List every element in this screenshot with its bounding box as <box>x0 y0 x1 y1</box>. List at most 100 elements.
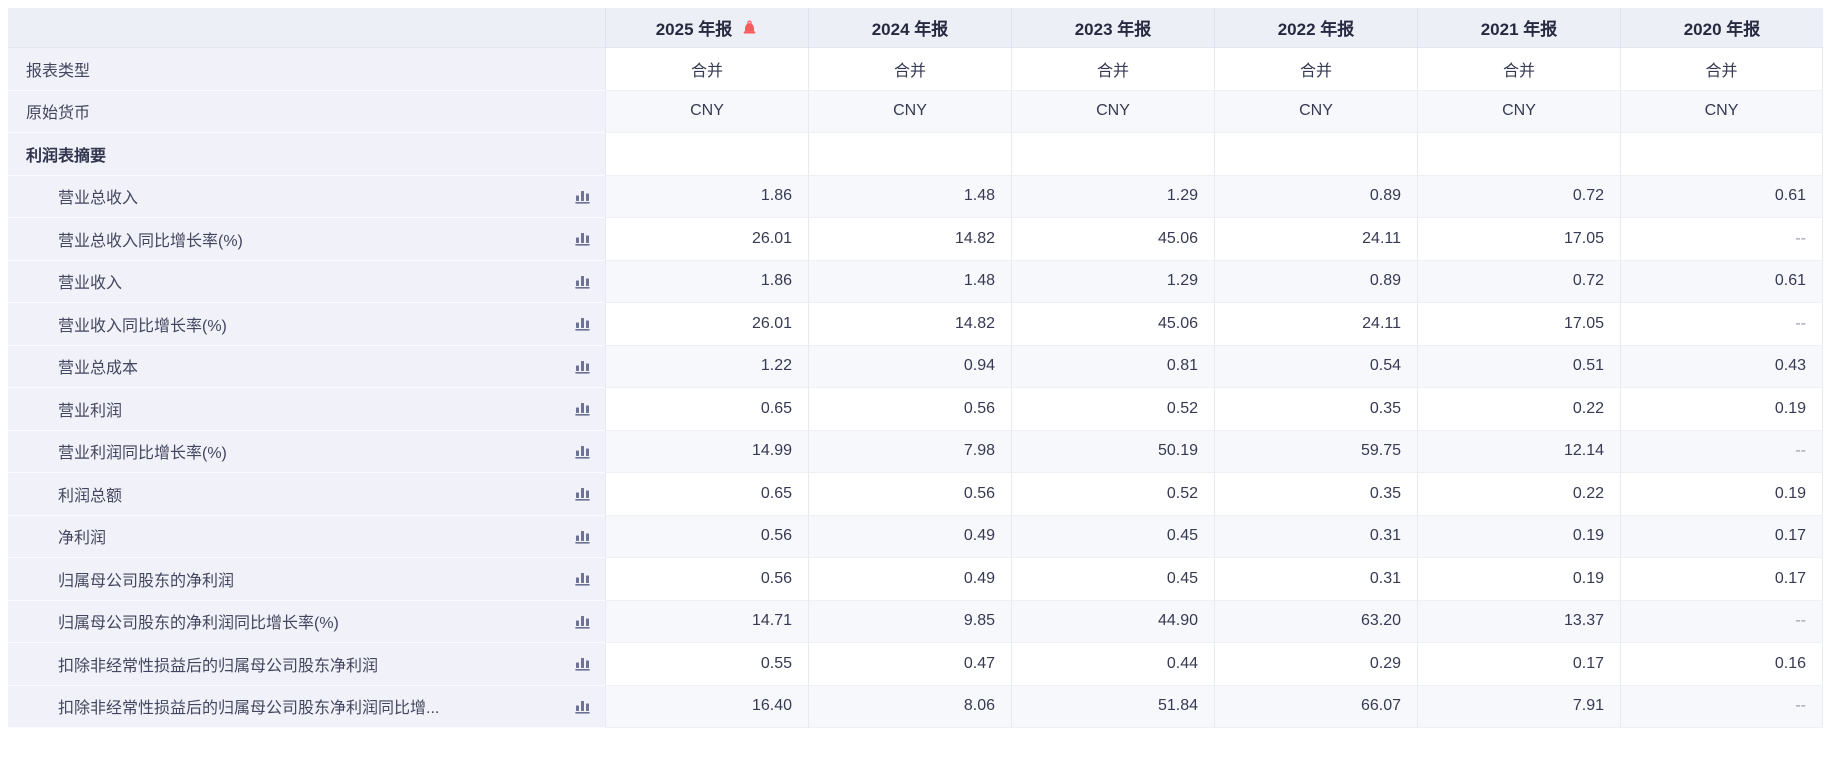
value-cell: 0.31 <box>1214 515 1417 558</box>
row-label: 归属母公司股东的净利润 <box>58 572 235 590</box>
value-cell: 0.56 <box>605 558 808 601</box>
value-cell: 14.99 <box>605 430 808 473</box>
row-label: 营业利润 <box>58 402 123 420</box>
value-cell: 1.86 <box>605 175 808 218</box>
bar-chart-icon[interactable] <box>574 485 591 502</box>
row-label: 营业收入同比增长率(%) <box>58 317 227 335</box>
table-row: 营业总收入 1.86 1.48 1.29 0.89 0.72 0.61 <box>8 175 1823 218</box>
year-column-header: 2023 年报 <box>1011 8 1214 48</box>
bar-chart-icon[interactable] <box>574 315 591 332</box>
value-cell: CNY <box>1214 90 1417 133</box>
alert-bell-icon[interactable] <box>741 20 758 37</box>
value-cell: 0.43 <box>1620 345 1823 388</box>
bar-chart-icon[interactable] <box>574 698 591 715</box>
row-label-cell: 归属母公司股东的净利润同比增长率(%) <box>8 600 605 643</box>
value-cell: 0.54 <box>1214 345 1417 388</box>
row-label: 利润表摘要 <box>26 147 107 165</box>
value-cell: 0.56 <box>808 388 1011 431</box>
table-row: 营业收入 1.86 1.48 1.29 0.89 0.72 0.61 <box>8 260 1823 303</box>
bar-chart-icon[interactable] <box>574 443 591 460</box>
row-label-cell: 利润总额 <box>8 473 605 516</box>
bar-chart-icon[interactable] <box>574 188 591 205</box>
value-cell <box>1417 133 1620 176</box>
row-label: 净利润 <box>58 530 107 548</box>
table-row: 营业收入同比增长率(%) 26.01 14.82 45.06 24.11 17.05 -- <box>8 303 1823 346</box>
value-cell: 0.45 <box>1011 515 1214 558</box>
row-label-cell: 原始货币 <box>8 90 605 133</box>
value-cell: 7.98 <box>808 430 1011 473</box>
value-cell: CNY <box>808 90 1011 133</box>
value-cell: 0.29 <box>1214 643 1417 686</box>
value-cell: 26.01 <box>605 218 808 261</box>
row-label: 报表类型 <box>26 62 91 80</box>
row-label: 扣除非经常性损益后的归属母公司股东净利润 <box>58 657 379 675</box>
value-cell: 合并 <box>1214 48 1417 91</box>
value-cell: CNY <box>1417 90 1620 133</box>
value-cell: 0.61 <box>1620 175 1823 218</box>
value-cell: 13.37 <box>1417 600 1620 643</box>
bar-chart-icon[interactable] <box>574 358 591 375</box>
value-cell: 0.19 <box>1620 473 1823 516</box>
year-header-label: 2023 年报 <box>1074 20 1152 39</box>
financial-report-table: 2025 年报 2024 年报 2023 年报 2022 年报 2021 年报 2020 … <box>8 8 1823 728</box>
table-row: 原始货币 CNY CNY CNY CNY CNY CNY <box>8 90 1823 133</box>
value-cell: 0.81 <box>1011 345 1214 388</box>
value-cell: 0.52 <box>1011 473 1214 516</box>
row-label-cell: 营业收入 <box>8 260 605 303</box>
value-cell: 24.11 <box>1214 303 1417 346</box>
bar-chart-icon[interactable] <box>574 230 591 247</box>
value-cell: CNY <box>1620 90 1823 133</box>
value-cell: 0.49 <box>808 515 1011 558</box>
value-cell: CNY <box>605 90 808 133</box>
table-header-row: 2025 年报 2024 年报 2023 年报 2022 年报 2021 年报 2020 … <box>8 8 1823 48</box>
table-row: 利润总额 0.65 0.56 0.52 0.35 0.22 0.19 <box>8 473 1823 516</box>
table-row: 扣除非经常性损益后的归属母公司股东净利润同比增... 16.40 8.06 51.84… <box>8 685 1823 728</box>
row-label-cell: 营业利润 <box>8 388 605 431</box>
value-cell: 0.89 <box>1214 260 1417 303</box>
value-cell: 0.49 <box>808 558 1011 601</box>
row-label-cell: 营业收入同比增长率(%) <box>8 303 605 346</box>
value-cell: 合并 <box>1417 48 1620 91</box>
value-cell <box>1620 133 1823 176</box>
row-label: 营业收入 <box>58 275 123 293</box>
row-label: 营业利润同比增长率(%) <box>58 445 227 463</box>
value-cell: 66.07 <box>1214 685 1417 728</box>
value-cell: 0.35 <box>1214 388 1417 431</box>
row-label-cell: 净利润 <box>8 515 605 558</box>
value-cell: 24.11 <box>1214 218 1417 261</box>
value-cell: 7.91 <box>1417 685 1620 728</box>
bar-chart-icon[interactable] <box>574 655 591 672</box>
value-cell: 0.22 <box>1417 473 1620 516</box>
row-label-cell: 扣除非经常性损益后的归属母公司股东净利润同比增... <box>8 685 605 728</box>
value-cell: 0.47 <box>808 643 1011 686</box>
value-cell: -- <box>1620 685 1823 728</box>
value-cell: 45.06 <box>1011 303 1214 346</box>
year-column-header: 2025 年报 <box>605 8 808 48</box>
table-row: 归属母公司股东的净利润同比增长率(%) 14.71 9.85 44.90 63.20 13… <box>8 600 1823 643</box>
value-cell: 0.51 <box>1417 345 1620 388</box>
value-cell: 0.31 <box>1214 558 1417 601</box>
value-cell: 0.52 <box>1011 388 1214 431</box>
value-cell: 0.56 <box>605 515 808 558</box>
bar-chart-icon[interactable] <box>574 570 591 587</box>
bar-chart-icon[interactable] <box>574 528 591 545</box>
row-label: 营业总成本 <box>58 360 139 378</box>
row-label-cell: 扣除非经常性损益后的归属母公司股东净利润 <box>8 643 605 686</box>
value-cell: 0.65 <box>605 473 808 516</box>
row-label: 利润总额 <box>58 487 123 505</box>
bar-chart-icon[interactable] <box>574 613 591 630</box>
value-cell: 1.29 <box>1011 175 1214 218</box>
bar-chart-icon[interactable] <box>574 400 591 417</box>
value-cell <box>1214 133 1417 176</box>
table-row: 扣除非经常性损益后的归属母公司股东净利润 0.55 0.47 0.44 0.29 0.17… <box>8 643 1823 686</box>
value-cell: -- <box>1620 430 1823 473</box>
row-label-cell: 营业总成本 <box>8 345 605 388</box>
table-row: 利润表摘要 <box>8 133 1823 176</box>
value-cell <box>1011 133 1214 176</box>
row-label: 扣除非经常性损益后的归属母公司股东净利润同比增... <box>58 700 440 718</box>
value-cell: 51.84 <box>1011 685 1214 728</box>
bar-chart-icon[interactable] <box>574 273 591 290</box>
value-cell: 26.01 <box>605 303 808 346</box>
value-cell: 0.72 <box>1417 260 1620 303</box>
year-header-label: 2020 年报 <box>1683 20 1761 39</box>
